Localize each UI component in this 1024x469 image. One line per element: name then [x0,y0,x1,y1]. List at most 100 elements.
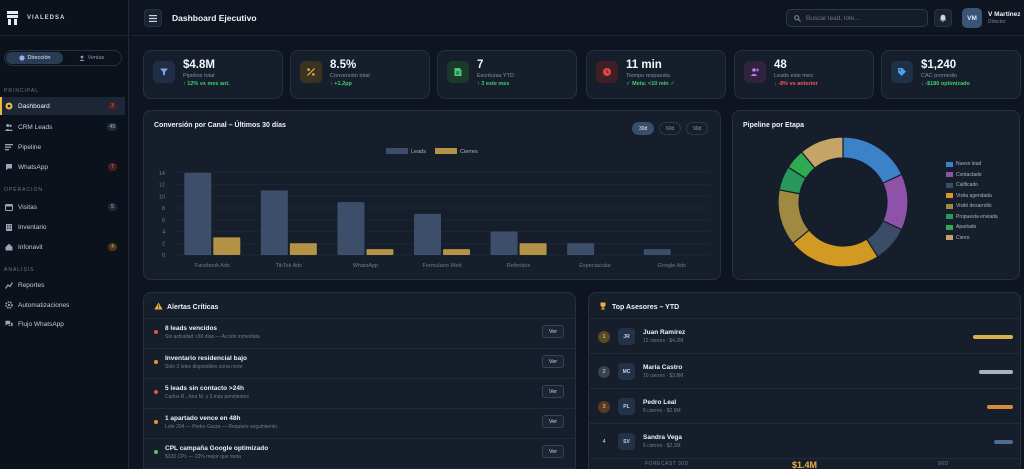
kpi-label: Conversión total [330,73,370,79]
advisors-card: Top Asesores – YTD 1 JR Juan Ramírez 12 … [588,292,1021,469]
range-60d-button[interactable]: 60d [659,122,682,135]
advisor-rank: 2 [598,366,610,378]
y-tick-label: 4 [162,230,165,236]
mode-direccion-label: Dirección [27,55,51,61]
legend-entry: Nuevo lead [946,161,981,167]
bar-leads [414,213,441,255]
nav-section-operacion: OPERACIÓN [4,187,44,193]
sidebar-item-inventario[interactable]: Inventario [0,218,125,236]
legend-swatch [946,182,953,188]
kpi-card-escrituras: 7 Escrituras YTD ↑ 3 este mes [437,50,577,99]
bar-leads [260,190,288,255]
alert-title: Inventario residencial bajo [165,355,247,362]
legend-entry: Visitó desarrollo [946,203,991,209]
sidebar-item-dashboard[interactable]: Dashboard 3 [0,97,125,115]
legend-entry: Apartado [946,224,976,230]
search-input[interactable] [806,14,916,22]
sidebar-item-crm-leads[interactable]: CRM Leads 49 [0,118,125,136]
alerts-card: Alertas Críticas 8 leads vencidos Sin ac… [143,292,576,469]
y-tick-label: 12 [159,183,165,189]
alert-dot [154,330,158,334]
alert-item: 1 apartado vence en 48h Lote 204 — Pedro… [144,409,575,439]
sidebar: VIALEDSA Dirección Ventas PRINCIPAL Dash… [0,0,129,469]
sidebar-item-label: Infonavit [18,243,43,251]
conversion-chart-card: Conversión por Canal – Últimos 30 días 3… [143,110,721,280]
legend-entry: Contactado [946,172,982,178]
alert-title: 5 leads sin contacto >24h [165,385,244,392]
alert-item: 5 leads sin contacto >24h Carlos R., Ana… [144,379,575,409]
range-90d-button[interactable]: 90d [686,122,709,135]
sidebar-item-flujo-whatsapp[interactable]: Flujo WhatsApp [0,315,125,333]
legend-label: Visitó desarrollo [956,203,992,209]
sidebar-item-label: CRM Leads [18,123,53,131]
forecast-label: FORECAST 30D [645,461,689,467]
sidebar-badge: 5 [108,203,117,211]
sidebar-item-pipeline[interactable]: Pipeline [0,138,125,156]
y-tick-label: 8 [162,206,165,212]
chat-icon [5,163,13,171]
sidebar-item-infonavit[interactable]: Infonavit 4 [0,238,125,256]
legend-label: Leads [411,149,426,155]
sidebar-item-reportes[interactable]: Reportes [0,276,125,294]
legend-swatch [946,214,953,219]
calendar-icon [5,203,13,211]
alert-view-button[interactable]: Ver [542,325,564,338]
legend-label: Visita agendada [956,192,992,199]
y-tick-label: 14 [159,171,165,177]
brand-name: VIALEDSA [27,14,66,21]
kpi-card-pipeline: $4.8M Pipeline total ↑ 12% vs mes ant. [143,50,283,99]
brand: VIALEDSA [0,0,128,36]
chart-icon [5,281,13,289]
kpi-label: Escrituras YTD [477,73,514,79]
legend-entry: Propuesta enviada [946,214,998,220]
alert-view-button[interactable]: Ver [542,415,564,428]
alert-item: CPL campaña Google optimizado $320 CPL —… [144,439,575,469]
advisor-row: 4 SV Sandra Vega 6 cierres · $2.1M [589,424,1020,459]
x-tick-label: Espectacular [579,263,611,269]
advisor-name: Sandra Vega [643,434,683,441]
alert-dot [154,420,158,424]
legend-label: Cierre [956,234,970,241]
alert-view-button[interactable]: Ver [542,355,564,368]
forecast-right-label: 90D [938,461,949,467]
pie-slice [792,229,879,268]
advisor-stats: 8 cierres · $2.9M [643,408,681,414]
add-user-icon [744,61,766,83]
home-icon [5,243,13,251]
avatar[interactable]: VM [962,8,982,28]
mode-ventas-button[interactable]: Ventas [63,52,120,64]
alert-item: Inventario residencial bajo Solo 3 lotes… [144,349,575,379]
sidebar-item-visitas[interactable]: Visitas 5 [0,198,125,216]
kpi-card-leads: 48 Leads este mes ↓ -8% vs anterior [734,50,874,99]
alert-view-button[interactable]: Ver [542,385,564,398]
legend-label: Contactado [956,171,982,178]
x-tick-label: WhatsApp [353,263,378,269]
alert-view-button[interactable]: Ver [542,445,564,458]
mode-direccion-button[interactable]: Dirección [6,52,63,64]
notifications-button[interactable] [934,9,952,27]
pipeline-donut-chart [777,136,909,268]
page-title: Dashboard Ejecutivo [172,13,257,23]
pipeline-chart-card: Pipeline por Etapa Nuevo lead Contactado C… [732,110,1020,280]
legend-swatch [946,235,953,240]
legend-label: Nuevo lead [956,161,982,167]
advisor-bar [973,335,1013,339]
sidebar-item-whatsapp[interactable]: WhatsApp 7 [0,158,125,176]
advisor-row: 2 MC María Castro 10 cierres · $3.8M [589,354,1020,389]
pie-slice [882,173,909,231]
sidebar-item-automatizaciones[interactable]: Automatizaciones [0,296,125,314]
menu-button[interactable] [144,9,162,27]
kpi-value: 8.5% [330,59,357,71]
y-tick-label: 6 [162,218,165,224]
range-30d-button[interactable]: 30d [632,122,655,135]
user-role: Director [988,19,1006,25]
alert-dot [154,360,158,364]
advisor-name: Pedro Leal [643,399,677,406]
pie-slice [800,136,844,169]
legend-swatch [946,193,953,198]
mode-ventas-label: Ventas [87,55,105,61]
alert-item: 8 leads vencidos Sin actividad >30 días … [144,319,575,349]
trophy-icon [599,302,607,312]
legend-swatch [946,203,953,209]
advisor-avatar: PL [618,398,635,415]
